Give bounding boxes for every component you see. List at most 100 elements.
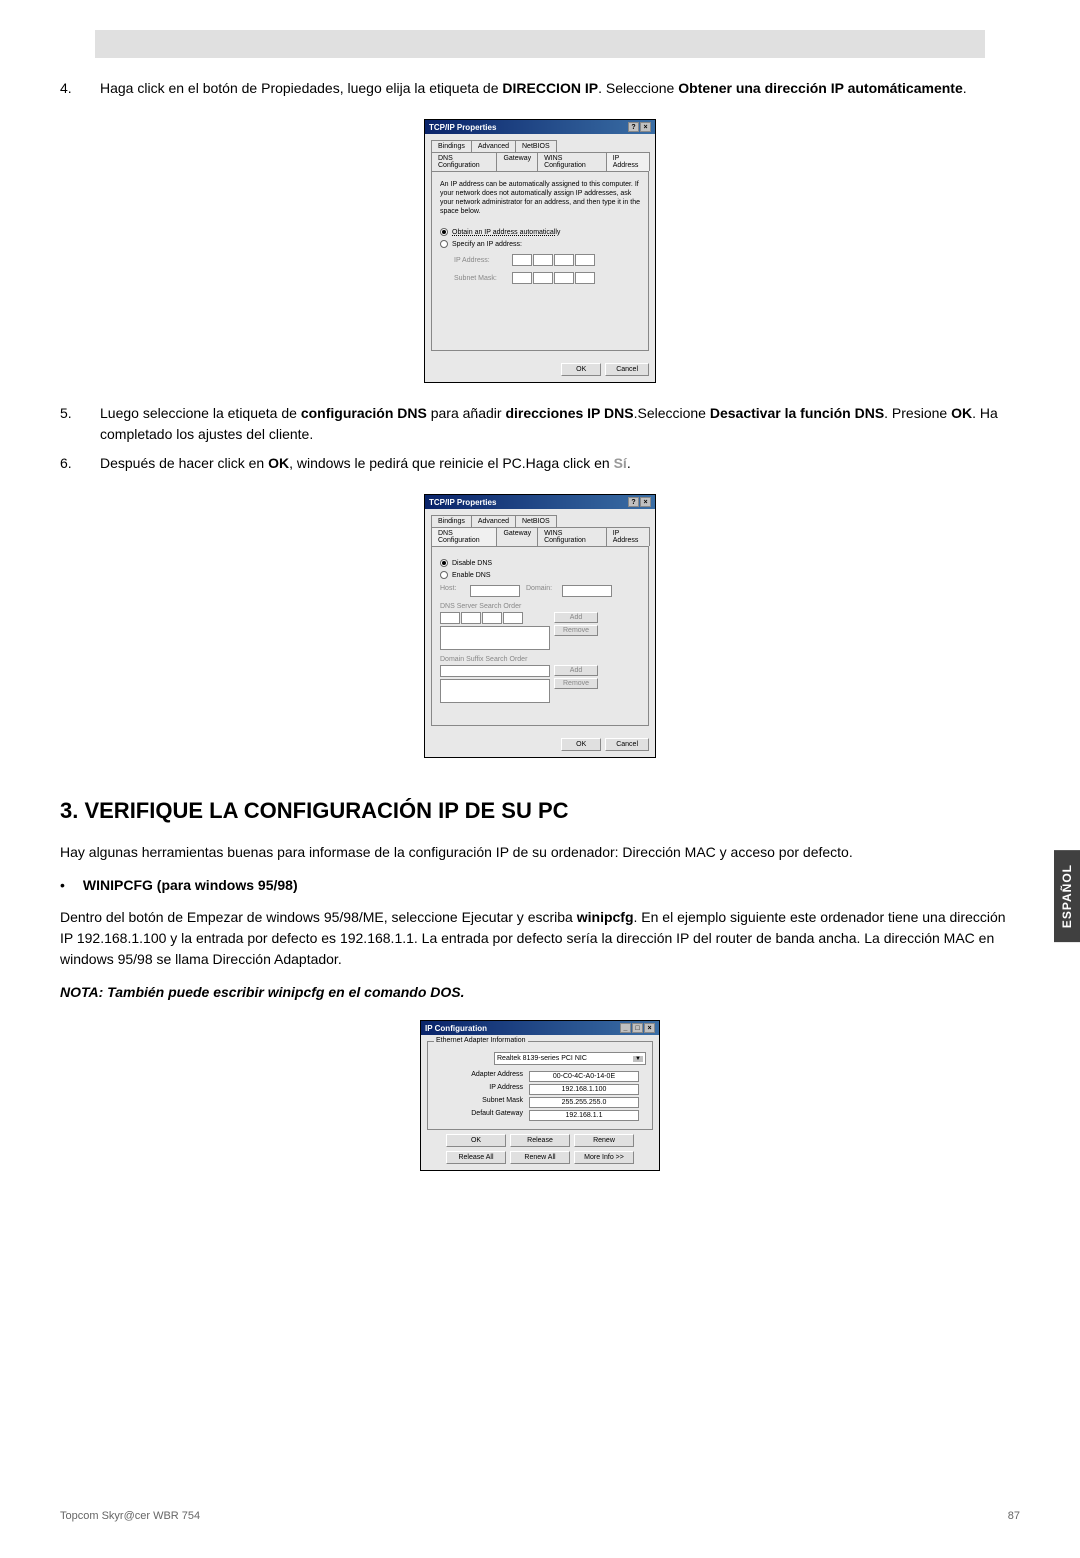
step-number: 4. — [60, 78, 100, 99]
remove-button[interactable]: Remove — [554, 678, 598, 689]
release-all-button[interactable]: Release All — [446, 1151, 506, 1164]
host-input[interactable] — [470, 585, 520, 597]
tab-wins[interactable]: WINS Configuration — [537, 527, 607, 546]
page-footer: Topcom Skyr@cer WBR 754 87 — [60, 1510, 1020, 1522]
tabs-row-1: Bindings Advanced NetBIOS — [431, 140, 649, 152]
tab-bindings[interactable]: Bindings — [431, 140, 472, 152]
renew-button[interactable]: Renew — [574, 1134, 634, 1147]
more-info-button[interactable]: More Info >> — [574, 1151, 634, 1164]
bold: OK — [951, 405, 972, 421]
remove-button[interactable]: Remove — [554, 625, 598, 636]
tab-netbios[interactable]: NetBIOS — [515, 515, 557, 527]
section-3-p2: Dentro del botón de Empezar de windows 9… — [60, 907, 1020, 970]
suffix-list[interactable] — [440, 679, 550, 703]
dns-ip-input[interactable] — [440, 612, 550, 624]
renew-all-button[interactable]: Renew All — [510, 1151, 570, 1164]
dialog-titlebar: TCP/IP Properties ? × — [425, 495, 655, 509]
tab-dns[interactable]: DNS Configuration — [431, 152, 497, 171]
text: para añadir — [427, 405, 506, 421]
add-button[interactable]: Add — [554, 665, 598, 676]
minimize-icon[interactable]: _ — [620, 1023, 631, 1033]
suffix-btns: Add Remove — [554, 665, 598, 689]
radio-enable-dns[interactable]: Enable DNS — [440, 571, 640, 579]
btn-row-2: Release All Renew All More Info >> — [427, 1151, 653, 1164]
titlebar-buttons: ? × — [628, 122, 651, 132]
text: Luego seleccione la etiqueta de — [100, 405, 301, 421]
combo-value: Realtek 8139-series PCI NIC — [497, 1055, 587, 1062]
info-value: 255.255.255.0 — [529, 1097, 639, 1108]
mask-field: Subnet Mask: — [454, 272, 640, 284]
tab-ipaddress[interactable]: IP Address — [606, 152, 650, 171]
dns-list[interactable] — [440, 626, 550, 650]
tab-wins[interactable]: WINS Configuration — [537, 152, 607, 171]
dns-order-group: Add Remove — [440, 612, 640, 650]
host-domain-row: Host: Domain: — [440, 585, 640, 597]
tab-gateway[interactable]: Gateway — [496, 152, 538, 171]
bullet-mark: • — [60, 877, 65, 893]
dns-order-inputs — [440, 612, 550, 650]
suffix-input[interactable] — [440, 665, 550, 677]
ok-button[interactable]: OK — [446, 1134, 506, 1147]
domain-input[interactable] — [562, 585, 612, 597]
tab-netbios[interactable]: NetBIOS — [515, 140, 557, 152]
tab-advanced[interactable]: Advanced — [471, 515, 516, 527]
tab-advanced[interactable]: Advanced — [471, 140, 516, 152]
text: Haga click en el botón de Propiedades, l… — [100, 80, 502, 96]
tab-bindings[interactable]: Bindings — [431, 515, 472, 527]
tabs-row-2: DNS Configuration Gateway WINS Configura… — [431, 527, 649, 546]
step-number: 6. — [60, 453, 100, 474]
field-label: Subnet Mask: — [454, 275, 504, 282]
close-icon[interactable]: × — [644, 1023, 655, 1033]
radio-icon — [440, 228, 448, 236]
bullet-label: WINIPCFG (para windows 95/98) — [83, 877, 298, 893]
adapter-fieldset: Ethernet Adapter Information Realtek 813… — [427, 1041, 653, 1130]
info-label: Subnet Mask — [434, 1097, 529, 1108]
close-icon[interactable]: × — [640, 122, 651, 132]
help-icon[interactable]: ? — [628, 497, 639, 507]
radio-specify[interactable]: Specify an IP address: — [440, 240, 640, 248]
host-label: Host: — [440, 585, 464, 597]
release-button[interactable]: Release — [510, 1134, 570, 1147]
close-icon[interactable]: × — [640, 497, 651, 507]
mask-input[interactable] — [512, 272, 595, 284]
fieldset-legend: Ethernet Adapter Information — [434, 1037, 528, 1044]
tab-gateway[interactable]: Gateway — [496, 527, 538, 546]
dialog-titlebar: IP Configuration _ □ × — [421, 1021, 659, 1035]
radio-label: Disable DNS — [452, 560, 492, 567]
ok-button[interactable]: OK — [561, 363, 601, 376]
radio-label: Specify an IP address: — [452, 241, 522, 248]
radio-obtain[interactable]: Obtain an IP address automatically — [440, 228, 640, 236]
dialog-footer: OK Cancel — [425, 357, 655, 382]
help-text: An IP address can be automatically assig… — [440, 180, 640, 216]
dialog-1-wrap: TCP/IP Properties ? × Bindings Advanced … — [60, 119, 1020, 383]
dialog-footer: OK Cancel — [425, 732, 655, 757]
dns-order-label: DNS Server Search Order — [440, 603, 640, 610]
tab-ipaddress[interactable]: IP Address — [606, 527, 650, 546]
tab-dns[interactable]: DNS Configuration — [431, 527, 497, 546]
ipconfig-body: Ethernet Adapter Information Realtek 813… — [421, 1035, 659, 1170]
tabs-row-2: DNS Configuration Gateway WINS Configura… — [431, 152, 649, 171]
tcpip-dialog-ip: TCP/IP Properties ? × Bindings Advanced … — [424, 119, 656, 383]
ip-input[interactable] — [512, 254, 595, 266]
adapter-combo[interactable]: Realtek 8139-series PCI NIC ▼ — [494, 1052, 646, 1065]
row-subnet-mask: Subnet Mask 255.255.255.0 — [434, 1097, 646, 1108]
dns-btns: Add Remove — [554, 612, 598, 636]
outline-text: Sí — [614, 455, 627, 471]
cancel-button[interactable]: Cancel — [605, 363, 649, 376]
add-button[interactable]: Add — [554, 612, 598, 623]
cancel-button[interactable]: Cancel — [605, 738, 649, 751]
ok-button[interactable]: OK — [561, 738, 601, 751]
suffix-group: Add Remove — [440, 665, 640, 703]
radio-label: Obtain an IP address automatically — [452, 229, 560, 236]
domain-label: Domain: — [526, 585, 556, 597]
radio-disable-dns[interactable]: Disable DNS — [440, 559, 640, 567]
bold: winipcfg — [577, 909, 634, 925]
maximize-icon[interactable]: □ — [632, 1023, 643, 1033]
text: Dentro del botón de Empezar de windows 9… — [60, 909, 577, 925]
note-text: NOTA: También puede escribir winipcfg en… — [60, 984, 1020, 1000]
suffix-label: Domain Suffix Search Order — [440, 656, 640, 663]
tcpip-dialog-dns: TCP/IP Properties ? × Bindings Advanced … — [424, 494, 656, 758]
text: . — [627, 455, 631, 471]
help-icon[interactable]: ? — [628, 122, 639, 132]
section-3-heading: 3. VERIFIQUE LA CONFIGURACIÓN IP DE SU P… — [60, 798, 1020, 824]
